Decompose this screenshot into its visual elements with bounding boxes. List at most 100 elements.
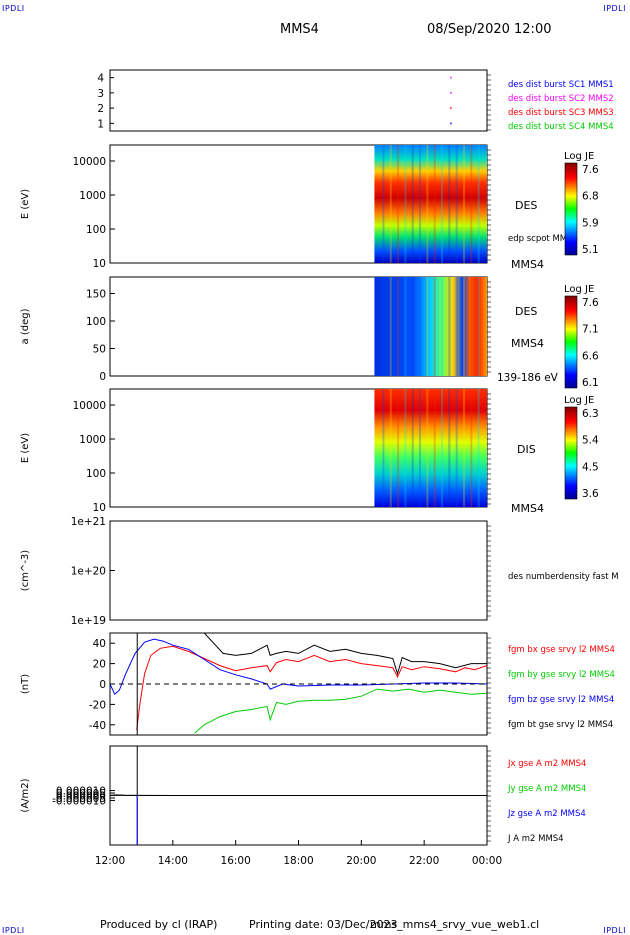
burst-marker bbox=[450, 122, 452, 125]
y-tick-label: 1e+20 bbox=[71, 566, 106, 578]
y-axis-label: (cm^-3) bbox=[20, 550, 31, 591]
y-tick-label: -40 bbox=[89, 720, 106, 732]
y-tick-label: 50 bbox=[93, 344, 106, 356]
spectrogram-streak bbox=[470, 277, 473, 376]
burst-marker bbox=[450, 91, 452, 94]
x-tick-label: 16:00 bbox=[221, 855, 251, 867]
legend-entry: des dist burst SC3 MMS3 bbox=[508, 108, 614, 118]
y-tick-label: 1e+21 bbox=[71, 516, 106, 528]
spectrogram-streak bbox=[404, 389, 407, 507]
panel-frame bbox=[109, 69, 488, 132]
y-tick-label: 10 bbox=[93, 258, 106, 270]
spacecraft-label: MMS4 bbox=[511, 502, 544, 515]
y-tick-label: 100 bbox=[86, 316, 106, 328]
spectrogram-streak bbox=[419, 389, 422, 507]
x-tick-label: 20:00 bbox=[346, 855, 376, 867]
legend-entry: des dist burst SC4 MMS4 bbox=[508, 122, 614, 132]
panel-extra-label: edp scpot MMS4 bbox=[508, 234, 578, 244]
spectrogram-streak bbox=[455, 277, 458, 376]
spectrogram-streak bbox=[463, 277, 466, 376]
series-line bbox=[136, 645, 487, 730]
y-tick-label: 0 bbox=[99, 371, 106, 383]
colorbar-title: Log JE bbox=[564, 151, 594, 162]
burst-marker bbox=[450, 76, 452, 79]
spectrogram-streak bbox=[426, 277, 429, 376]
legend-entry: fgm bz gse srvy l2 MMS4 bbox=[508, 695, 614, 705]
colorbar-des-pitch bbox=[564, 295, 578, 389]
colorbar-tick-label: 7.6 bbox=[582, 297, 599, 309]
y-tick-label: 10000 bbox=[73, 400, 106, 412]
spectrogram-streak bbox=[455, 389, 458, 507]
y-tick-label: 1000 bbox=[79, 434, 106, 446]
spectrogram-streak bbox=[419, 145, 422, 263]
legend-entry: Jx gse A m2 MMS4 bbox=[507, 759, 586, 769]
footer-produced-by: Produced by cl (IRAP) bbox=[100, 918, 218, 931]
colorbar-tick-label: 6.1 bbox=[582, 377, 599, 389]
panel-frame bbox=[109, 520, 488, 621]
spectrogram-streak bbox=[477, 277, 480, 376]
corner-tag-top-right: IPDLI bbox=[603, 4, 626, 13]
y-tick-label: 3 bbox=[97, 88, 104, 100]
panel-label: DES bbox=[515, 199, 537, 212]
dis-energy-heatmap bbox=[374, 389, 487, 507]
spectrogram-streak bbox=[441, 277, 444, 376]
spectrogram-streak bbox=[448, 145, 451, 263]
spectrogram-streak bbox=[389, 277, 392, 376]
panel-label: DIS bbox=[517, 443, 536, 456]
series-line bbox=[194, 688, 487, 734]
colorbar-tick-label: 7.1 bbox=[582, 324, 599, 336]
legend-entry: fgm by gse srvy l2 MMS4 bbox=[508, 670, 615, 680]
legend-entry: Jy gse A m2 MMS4 bbox=[507, 784, 586, 794]
spectrogram-streak bbox=[463, 389, 466, 507]
spectrogram-streak bbox=[477, 145, 480, 263]
colorbar-tick-label: 5.9 bbox=[582, 217, 599, 229]
y-tick-label: 10 bbox=[93, 502, 106, 514]
spectrogram-streak bbox=[433, 277, 436, 376]
spectrogram-streak bbox=[426, 389, 429, 507]
spectrogram-streak bbox=[389, 389, 392, 507]
energy-range-label: 139-186 eV bbox=[497, 372, 559, 384]
spectrogram-streak bbox=[433, 389, 436, 507]
spectrogram-streak bbox=[441, 145, 444, 263]
y-tick-label: 2 bbox=[97, 103, 104, 115]
spectrogram-streak bbox=[404, 277, 407, 376]
y-tick-label: 1 bbox=[97, 118, 104, 130]
colorbar-tick-label: 5.4 bbox=[582, 435, 599, 447]
series-line bbox=[110, 638, 487, 696]
spectrogram-streak bbox=[448, 389, 451, 507]
y-tick-label: 0 bbox=[99, 679, 106, 691]
legend-entry: des numberdensity fast M bbox=[508, 572, 619, 582]
colorbar-tick-label: 6.8 bbox=[582, 191, 599, 203]
y-tick-label: 0.000000 bbox=[56, 791, 106, 803]
spacecraft-title: MMS4 bbox=[280, 22, 319, 37]
y-tick-label: 100 bbox=[86, 468, 106, 480]
colorbar-tick-label: 6.6 bbox=[582, 350, 599, 362]
legend-entry: J A m2 MMS4 bbox=[507, 834, 564, 844]
y-tick-label: 0.000010 bbox=[56, 786, 106, 798]
x-tick-label: 18:00 bbox=[283, 855, 313, 867]
burst-marker bbox=[450, 107, 452, 110]
spectrogram-streak bbox=[470, 145, 473, 263]
spectrogram-streak bbox=[382, 145, 385, 263]
footer-filename: mms_mms4_srvy_vue_web1.cl bbox=[370, 918, 540, 931]
spectrogram-streak bbox=[411, 277, 414, 376]
spectrogram-streak bbox=[419, 277, 422, 376]
y-tick-label: 0.000005 bbox=[56, 788, 106, 800]
des-pitch-angle-heatmap bbox=[374, 277, 487, 376]
legend-entry: Jz gse A m2 MMS4 bbox=[507, 809, 586, 819]
corner-tag-top-left: IPDLI bbox=[2, 4, 25, 13]
y-tick-label: 20 bbox=[93, 659, 106, 671]
spectrogram-streak bbox=[397, 277, 400, 376]
footer-printing-date: Printing date: 03/Dec/2023 bbox=[249, 918, 398, 931]
x-tick-label: 14:00 bbox=[158, 855, 188, 867]
colorbar-tick-label: 3.6 bbox=[582, 488, 599, 500]
spectrogram-streak bbox=[397, 145, 400, 263]
y-tick-label: 4 bbox=[97, 73, 104, 85]
y-axis-label: (nT) bbox=[20, 674, 31, 694]
spectrogram-streak bbox=[397, 389, 400, 507]
colorbar-tick-label: 4.5 bbox=[582, 461, 599, 473]
panel-label: DES bbox=[515, 305, 537, 318]
y-tick-label: 40 bbox=[93, 638, 106, 650]
spectrogram-streak bbox=[441, 389, 444, 507]
